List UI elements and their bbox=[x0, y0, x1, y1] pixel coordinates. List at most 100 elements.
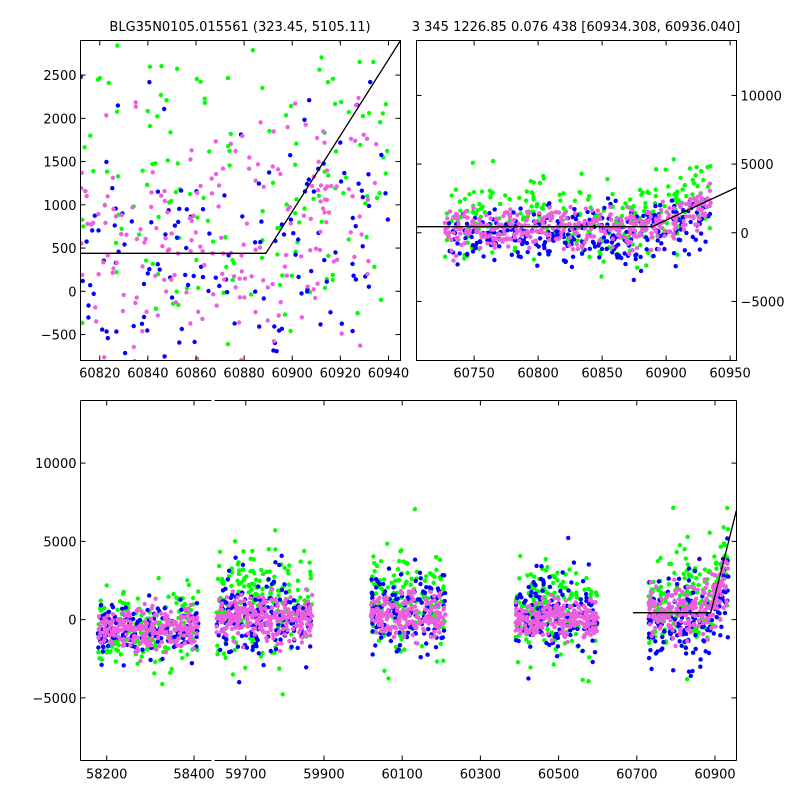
panel3-point bbox=[437, 610, 443, 616]
panel1-point bbox=[313, 246, 319, 251]
panel3-point bbox=[703, 649, 708, 654]
panel3-point bbox=[543, 556, 548, 562]
panel1-point bbox=[296, 274, 301, 280]
panel2-point bbox=[539, 218, 545, 224]
panel3-point bbox=[397, 558, 402, 564]
panel3-point bbox=[559, 613, 565, 618]
panel3-point bbox=[122, 601, 127, 606]
panel2-point bbox=[656, 247, 662, 252]
panel3-point bbox=[563, 618, 568, 623]
panel1-point bbox=[158, 92, 164, 98]
panel1-point bbox=[189, 238, 194, 243]
panel2-point bbox=[564, 216, 569, 221]
panel2-point bbox=[633, 234, 639, 239]
panel3-point bbox=[574, 595, 580, 600]
panel3-point bbox=[590, 659, 595, 665]
panel1-point bbox=[274, 349, 279, 354]
panel3-point bbox=[295, 578, 301, 583]
panel3-point bbox=[582, 616, 587, 621]
panel2-point bbox=[650, 209, 656, 214]
panel1-point bbox=[210, 239, 216, 244]
panel3-point bbox=[266, 577, 271, 582]
panel1-point bbox=[145, 108, 150, 114]
panel3-point bbox=[154, 647, 159, 652]
panel3-point bbox=[566, 535, 571, 541]
panel1-point bbox=[377, 120, 383, 125]
panel3-point bbox=[406, 611, 411, 616]
panel1-point bbox=[90, 228, 95, 233]
panel3-point bbox=[146, 639, 152, 645]
panel3-point bbox=[565, 611, 570, 617]
panel2-point bbox=[467, 192, 472, 197]
panel3-point bbox=[582, 587, 587, 592]
panel3-point bbox=[305, 594, 311, 600]
panel3-point bbox=[648, 589, 653, 595]
panel3-point bbox=[648, 580, 653, 585]
panel2-point bbox=[447, 230, 452, 235]
panel3-point bbox=[692, 623, 697, 628]
panel3-point bbox=[589, 599, 595, 604]
panel2-point bbox=[626, 251, 632, 256]
panel3-point bbox=[190, 595, 196, 601]
panel3-point bbox=[376, 638, 382, 643]
panel3-point bbox=[222, 631, 227, 636]
panel1-frame bbox=[80, 40, 401, 361]
panel2-point bbox=[492, 245, 497, 250]
panel1-point bbox=[250, 48, 256, 53]
panel3-point bbox=[233, 625, 238, 630]
panel3-point bbox=[121, 589, 127, 594]
panel3-point bbox=[677, 600, 682, 606]
panel1-point bbox=[105, 335, 111, 341]
panel3-point bbox=[522, 600, 527, 605]
panel3-point bbox=[141, 638, 146, 643]
panel2-point bbox=[655, 233, 660, 239]
panel3-point bbox=[590, 614, 595, 619]
panel3-point bbox=[725, 566, 730, 571]
panel3-point bbox=[266, 614, 271, 620]
panel2-point bbox=[557, 192, 562, 197]
panel1-point bbox=[270, 281, 275, 287]
panel3-point bbox=[560, 570, 565, 575]
panel1-point bbox=[143, 236, 148, 242]
panel2-point bbox=[455, 216, 460, 221]
panel3-point bbox=[718, 544, 723, 549]
panel2-point bbox=[470, 249, 476, 254]
panel1-point bbox=[96, 228, 101, 233]
panel3-point bbox=[514, 608, 519, 613]
panel2-point bbox=[678, 227, 683, 232]
panel3-point bbox=[256, 584, 261, 589]
panel3-point bbox=[654, 584, 659, 589]
panel3-point bbox=[260, 650, 265, 656]
panel1-point bbox=[110, 186, 115, 191]
panel2-point bbox=[684, 214, 689, 219]
panel3-point bbox=[526, 676, 531, 681]
panel3-point bbox=[253, 641, 258, 646]
panel3-point bbox=[385, 541, 390, 546]
panel1-point bbox=[216, 183, 222, 188]
panel3-point bbox=[555, 578, 560, 583]
panel3-point bbox=[726, 574, 731, 579]
panel1-point bbox=[288, 221, 293, 226]
panel3-point bbox=[429, 617, 434, 623]
panel1-point bbox=[231, 260, 237, 266]
panel3-point bbox=[393, 625, 398, 631]
panel1-point bbox=[368, 79, 373, 85]
panel1-point bbox=[165, 158, 170, 163]
panel3-point bbox=[567, 596, 572, 601]
panel1-point bbox=[157, 267, 162, 272]
panel1-point bbox=[200, 249, 205, 254]
panel3-point bbox=[674, 606, 679, 612]
panel2-point bbox=[525, 249, 530, 255]
panel3-point bbox=[658, 593, 664, 598]
panel3-point bbox=[283, 622, 289, 627]
panel3-point bbox=[571, 560, 577, 565]
panel3-point bbox=[152, 671, 157, 676]
panel3-point bbox=[541, 582, 546, 587]
panel3-point bbox=[709, 571, 715, 577]
panel3-point bbox=[677, 613, 682, 618]
panel3-point bbox=[545, 631, 551, 636]
panel3-point bbox=[278, 637, 283, 642]
panel2-point bbox=[548, 218, 553, 223]
panel2-point bbox=[696, 200, 702, 205]
panel1-point bbox=[319, 55, 324, 60]
